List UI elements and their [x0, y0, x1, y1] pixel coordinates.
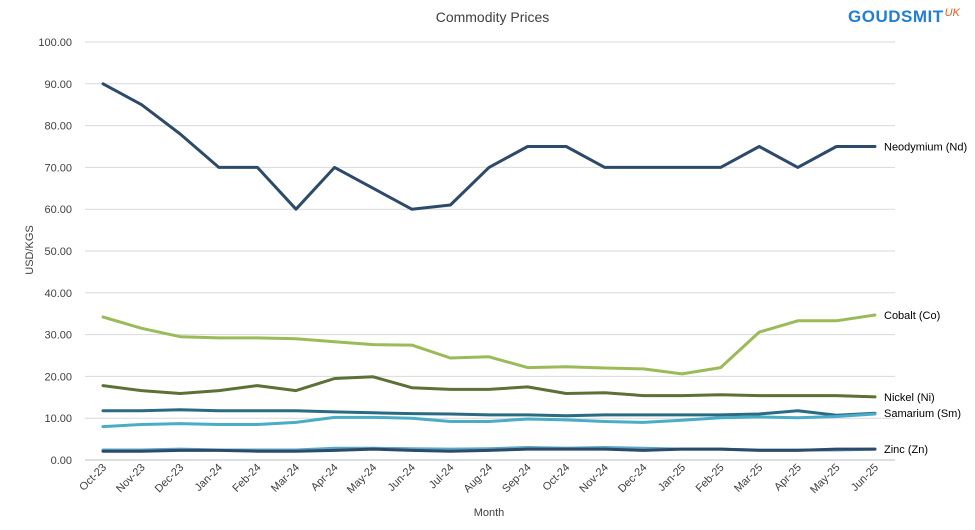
x-tick-label: Nov-23: [114, 462, 148, 496]
y-tick-label: 60.00: [44, 204, 72, 216]
x-tick-label: Nov-24: [577, 462, 611, 496]
brand-suffix: UK: [944, 7, 960, 19]
x-tick-label: Feb-24: [230, 462, 263, 495]
y-tick-label: 80.00: [44, 121, 72, 133]
x-tick-label: Apr-25: [772, 462, 804, 494]
x-axis-ticks: Oct-23 Nov-23 Dec-23 Jan-24 Feb-24 Mar-24 Apr-…: [77, 462, 881, 496]
y-axis-label: USD/KGS: [24, 225, 36, 275]
series-line: [101, 313, 877, 376]
chart-title: Commodity Prices: [435, 9, 550, 25]
y-tick-label: 10.00: [44, 413, 72, 425]
y-tick-label: 20.00: [44, 371, 72, 383]
x-tick-label: Sep-24: [500, 462, 534, 496]
series-label: Nickel (Ni): [884, 392, 935, 404]
y-tick-label: 50.00: [44, 246, 72, 258]
x-tick-label: Feb-25: [694, 462, 727, 495]
series-line: [101, 412, 877, 429]
y-tick-label: 90.00: [44, 79, 72, 91]
x-tick-label: Oct-23: [77, 462, 109, 494]
x-tick-label: Jan-24: [193, 462, 225, 494]
x-tick-label: Mar-25: [732, 462, 765, 495]
series-label: Samarium (Sm): [884, 408, 961, 420]
series-line: [101, 408, 877, 418]
y-tick-label: 70.00: [44, 162, 72, 174]
x-tick-label: Jun-25: [849, 462, 881, 494]
y-axis-ticks: 0.00 10.00 20.00 30.00 40.00 50.00 60.00 70.00 8…: [38, 37, 72, 467]
gridlines: [85, 41, 895, 461]
series-line: [101, 375, 877, 399]
x-tick-label: Jun-24: [386, 462, 418, 494]
x-tick-label: Dec-24: [616, 462, 650, 496]
x-tick-label: Apr-24: [309, 462, 341, 494]
series-label: Zinc (Zn): [884, 444, 928, 456]
series-lines: [101, 82, 877, 453]
brand-logo: GOUDSMITUK: [848, 7, 960, 27]
brand-name: GOUDSMIT: [848, 7, 944, 26]
x-tick-label: Mar-24: [269, 462, 302, 495]
x-tick-label: Jul-24: [427, 462, 457, 492]
x-axis-label: Month: [474, 507, 505, 519]
x-tick-label: Oct-24: [540, 462, 572, 494]
series-labels: Neodymium (Nd) Cobalt (Co) Nickel (Ni) Sama…: [884, 142, 967, 457]
series-line: [101, 447, 877, 453]
x-tick-label: May-24: [345, 462, 379, 496]
series-label: Neodymium (Nd): [884, 142, 967, 154]
series-line: [101, 82, 877, 211]
series-label: Cobalt (Co): [884, 310, 940, 322]
x-tick-label: Dec-23: [153, 462, 187, 496]
y-tick-label: 30.00: [44, 330, 72, 342]
x-tick-label: Aug-24: [462, 462, 496, 496]
y-tick-label: 40.00: [44, 288, 72, 300]
x-tick-label: May-25: [808, 462, 842, 496]
x-tick-label: Jan-25: [656, 462, 688, 494]
y-tick-label: 0.00: [51, 455, 72, 467]
y-tick-label: 100.00: [38, 37, 72, 49]
